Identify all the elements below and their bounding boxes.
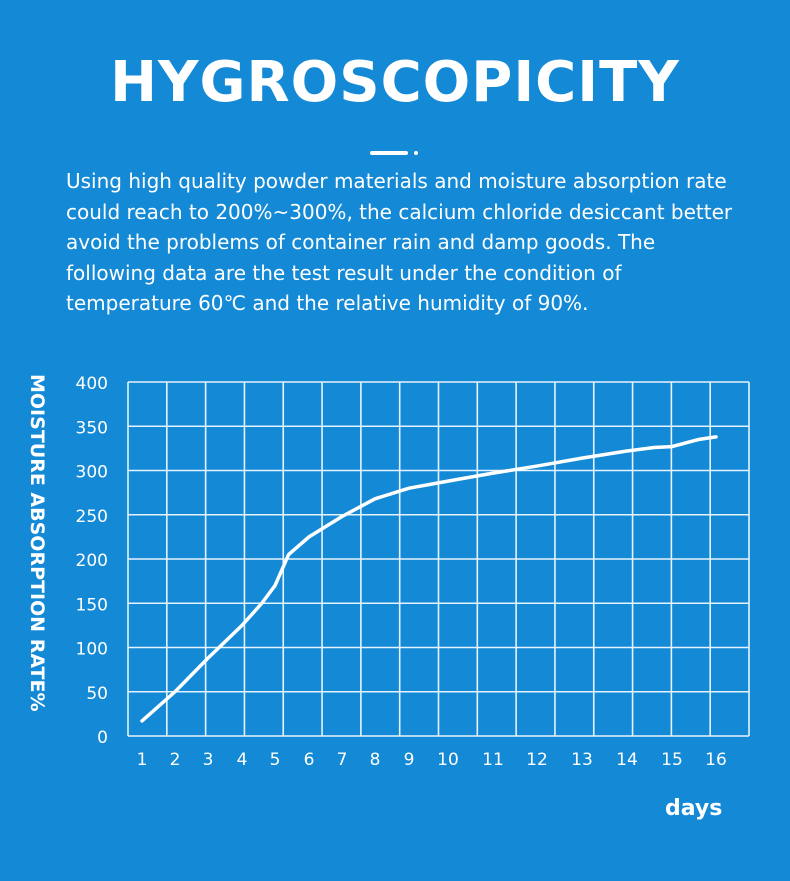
- x-tick-label: 4: [237, 750, 248, 770]
- data-point: [173, 690, 177, 693]
- x-tick-label: 13: [571, 750, 593, 770]
- data-point: [652, 446, 656, 449]
- y-tick-label: 200: [76, 551, 108, 571]
- x-axis-label: days: [665, 796, 723, 821]
- data-point: [260, 602, 263, 605]
- data-point: [140, 719, 144, 723]
- x-tick-label: 16: [705, 750, 727, 770]
- description-text: Using high quality powder materials and …: [66, 169, 733, 315]
- data-point: [373, 497, 377, 501]
- data-point: [307, 535, 311, 539]
- data-point: [206, 656, 210, 660]
- y-tick-label: 300: [76, 463, 108, 483]
- y-tick-label: 400: [76, 374, 108, 394]
- data-point: [697, 438, 700, 441]
- data-point: [491, 471, 495, 475]
- x-tick-label: 5: [270, 750, 281, 770]
- y-tick-label: 50: [86, 684, 108, 704]
- y-tick-label: 0: [97, 728, 108, 748]
- x-tick-label: 9: [404, 750, 415, 770]
- x-tick-label: 12: [526, 750, 548, 770]
- x-tick-label: 1: [137, 750, 148, 770]
- page-title: HYGROSCOPICITY: [110, 50, 680, 115]
- x-tick-label: 3: [203, 750, 214, 770]
- data-point: [580, 456, 584, 460]
- title-underline-dot: [414, 151, 418, 155]
- data-point: [340, 515, 344, 518]
- data-point: [273, 584, 277, 587]
- x-tick-label: 15: [661, 750, 683, 770]
- data-point: [287, 553, 290, 556]
- data-point: [446, 479, 450, 483]
- series-line: [140, 435, 718, 723]
- title-underline-dash: [370, 151, 408, 155]
- y-tick-label: 350: [76, 418, 108, 438]
- x-tick-label: 8: [370, 750, 381, 770]
- x-tick-label: 2: [170, 750, 181, 770]
- data-point: [240, 624, 244, 627]
- x-tick-label: 6: [304, 750, 315, 770]
- data-point: [535, 464, 539, 468]
- x-tick-label: 14: [616, 750, 638, 770]
- data-point: [670, 445, 674, 448]
- y-tick-label: 100: [76, 640, 108, 660]
- y-tick-label: 250: [76, 507, 108, 527]
- x-tick-label: 7: [337, 750, 348, 770]
- y-tick-label: 150: [76, 595, 108, 615]
- data-point: [625, 449, 629, 453]
- data-point: [407, 487, 411, 490]
- y-axis-label: MOISTURE ABSORPTION RATE%: [26, 374, 48, 712]
- data-point: [714, 435, 718, 439]
- x-tick-label: 11: [482, 750, 504, 770]
- x-tick-label: 10: [437, 750, 459, 770]
